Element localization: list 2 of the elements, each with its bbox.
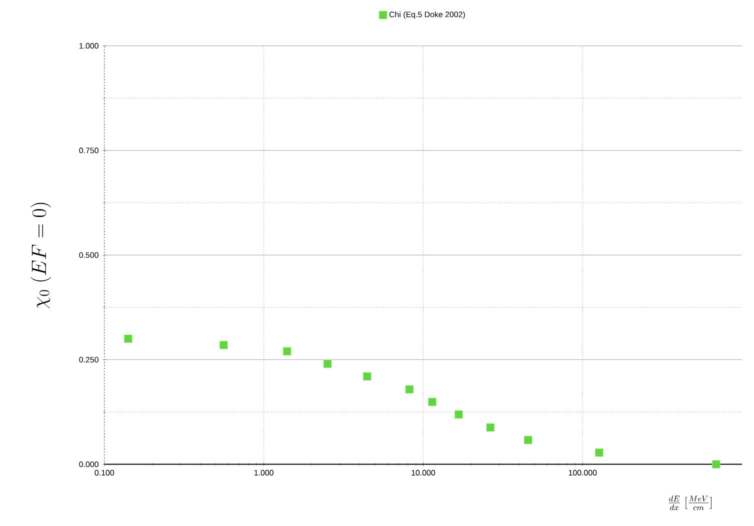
x-axis-title: $\frac{dE}{dx}\;[\frac{MeV}{cm}]$ — [668, 496, 712, 510]
y-axis-title: $\chi_0\;(EF = 0)$ — [30, 202, 52, 308]
